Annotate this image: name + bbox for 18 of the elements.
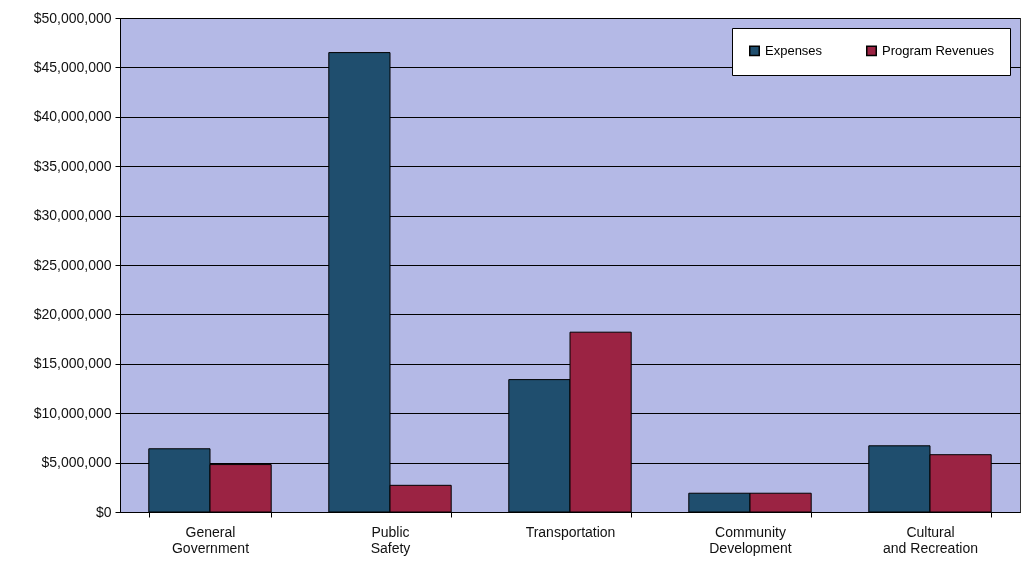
x-tick-label: Cultural and Recreation xyxy=(883,523,978,556)
y-tick-label: $0 xyxy=(95,503,112,520)
y-tick-label: $40,000,000 xyxy=(33,108,112,125)
x-tick-label: General Government xyxy=(171,523,250,556)
y-tick-label: $10,000,000 xyxy=(33,404,112,421)
y-tick-label: $50,000,000 xyxy=(33,9,112,26)
y-tick-label: $5,000,000 xyxy=(41,454,112,471)
legend-label: Expenses xyxy=(765,42,823,58)
x-tick-label: Community Development xyxy=(709,523,792,556)
y-tick-label: $15,000,000 xyxy=(33,355,112,372)
y-tick-label: $35,000,000 xyxy=(33,157,112,174)
legend-label: Program Revenues xyxy=(882,42,995,58)
y-tick-label: $25,000,000 xyxy=(33,256,112,273)
y-tick-label: $20,000,000 xyxy=(33,305,112,322)
y-tick-label: $30,000,000 xyxy=(33,207,112,224)
x-tick-label: Transportation xyxy=(525,523,616,540)
y-tick-label: $45,000,000 xyxy=(33,58,112,75)
x-tick-label: Public Safety xyxy=(370,523,411,556)
